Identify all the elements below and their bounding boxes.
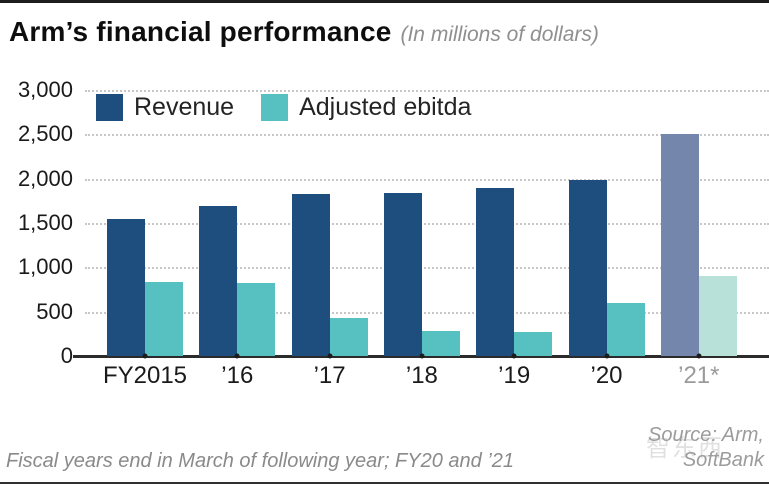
revenue-bar-’17	[291, 194, 330, 356]
ebitda-bar-FY2015	[145, 282, 183, 356]
revenue-bar-’21*	[660, 134, 699, 356]
legend-swatch	[261, 94, 289, 121]
y-tick-label: 0	[60, 343, 73, 368]
ebitda-bar-’16	[237, 283, 276, 356]
legend-item: Revenue	[96, 93, 234, 122]
axis-tick-dot	[234, 353, 240, 358]
watermark: 智东西	[646, 435, 724, 462]
ebitda-bar-’21*	[698, 276, 737, 356]
revenue-bar-’18	[383, 193, 422, 356]
legend: Revenue Adjusted ebitda	[96, 93, 498, 122]
revenue-bar-’19	[476, 188, 515, 356]
y-tick-label: 2,500	[17, 121, 73, 147]
chart-subtitle: (In millions of dollars)	[400, 23, 599, 46]
axis-tick-dot	[604, 353, 609, 358]
source-credit: Source: Arm, SoftBank	[648, 423, 764, 473]
gridline-1,000	[85, 267, 769, 270]
bottom-border	[0, 482, 769, 484]
x-tick-label-’19: ’19	[498, 362, 531, 389]
footnote-line: Fiscal years end in March of following y…	[6, 450, 515, 472]
ebitda-bar-’19	[514, 332, 553, 356]
revenue-bar-FY2015	[107, 219, 145, 356]
legend-label: Revenue	[134, 93, 235, 121]
chart-header: Arm’s financial performance (In millions …	[9, 16, 599, 48]
gridline-2,500	[85, 134, 769, 137]
y-tick-label: 500	[36, 298, 73, 324]
x-tick-label-’17: ’17	[313, 362, 346, 389]
chart-title: Arm’s financial performance	[9, 16, 392, 47]
x-tick-label-’18: ’18	[405, 362, 438, 389]
footnote: Fiscal years end in March of following y…	[6, 399, 514, 487]
gridline-2,000	[85, 178, 769, 181]
x-tick-label-’21*: ’21*	[678, 362, 720, 389]
x-tick-label-’16: ’16	[221, 362, 254, 389]
y-tick-label: 1,500	[17, 210, 73, 235]
gridline-500	[85, 311, 769, 314]
ebitda-bar-’20	[606, 303, 645, 356]
axis-tick-dot	[696, 353, 702, 358]
y-tick-label: 3,000	[17, 77, 73, 102]
gridline-1,500	[85, 223, 769, 225]
gridline-3,000	[85, 90, 769, 92]
ebitda-bar-’17	[329, 318, 368, 356]
top-border	[0, 0, 769, 3]
axis-tick-dot	[327, 353, 333, 358]
legend-swatch	[96, 94, 123, 121]
source-line: SoftBank	[682, 449, 764, 471]
y-tick-label: 1,000	[17, 254, 73, 280]
revenue-bar-’20	[568, 180, 607, 356]
legend-item: Adjusted ebitda	[261, 93, 471, 122]
ebitda-bar-’18	[421, 331, 460, 356]
x-tick-label-’20: ’20	[590, 362, 623, 389]
y-tick-label: 2,000	[17, 165, 73, 191]
revenue-bar-’16	[199, 206, 238, 356]
legend-label: Adjusted ebitda	[299, 93, 472, 121]
axis-tick-dot	[142, 353, 148, 358]
axis-tick-dot	[511, 353, 517, 358]
axis-tick-dot	[419, 353, 425, 358]
source-line: Source: Arm,	[648, 424, 764, 446]
x-tick-label-FY2015: FY2015	[102, 362, 188, 389]
